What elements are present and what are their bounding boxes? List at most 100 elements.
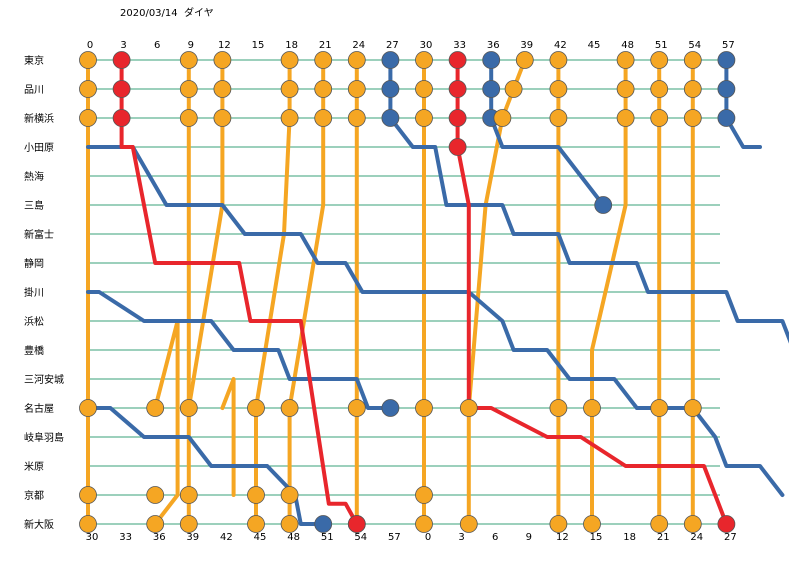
stop-marker-orange	[280, 109, 299, 127]
stop-marker-blue	[381, 51, 400, 69]
top-tick-label: 18	[285, 40, 298, 51]
top-tick-label: 42	[554, 40, 567, 51]
bottom-tick-label: 42	[220, 532, 233, 543]
stop-marker-red	[112, 109, 131, 127]
top-tick-label: 48	[621, 40, 634, 51]
top-tick-label: 12	[218, 40, 231, 51]
top-tick-label: 24	[352, 40, 365, 51]
stop-marker-orange	[247, 399, 265, 417]
stop-marker-orange	[79, 399, 97, 417]
stop-marker-orange	[314, 80, 333, 98]
bottom-tick-label: 30	[86, 532, 99, 543]
station-label: 岐阜羽島	[24, 431, 64, 444]
stop-marker-orange	[549, 51, 568, 69]
stop-marker-orange	[179, 486, 198, 504]
stop-marker-orange	[683, 399, 702, 417]
bottom-tick-label: 51	[321, 532, 334, 543]
stop-marker-orange	[347, 109, 366, 127]
stop-marker-orange	[213, 109, 232, 127]
stop-marker-orange	[683, 515, 702, 533]
header-label: ダイヤ	[184, 6, 214, 19]
station-label: 名古屋	[24, 402, 54, 415]
top-tick-label: 36	[487, 40, 500, 51]
stop-marker-blue	[314, 515, 333, 533]
train-line-orange-20	[153, 319, 180, 526]
bottom-tick-label: 18	[623, 532, 636, 543]
stop-marker-orange	[79, 515, 97, 533]
stop-marker-orange	[683, 109, 702, 127]
stop-marker-red	[448, 80, 467, 98]
stop-marker-orange	[179, 515, 198, 533]
stop-marker-orange	[179, 109, 198, 127]
stop-marker-blue	[717, 109, 736, 127]
station-label: 新横浜	[24, 112, 54, 125]
stop-marker-orange	[415, 51, 433, 69]
stop-marker-orange	[515, 51, 534, 69]
stop-marker-orange	[616, 80, 635, 98]
stop-marker-orange	[280, 399, 299, 417]
train-line-orange-21	[220, 377, 236, 497]
station-label: 品川	[24, 84, 44, 96]
stop-marker-orange	[504, 80, 523, 98]
stop-marker-orange	[650, 51, 669, 69]
top-tick-label: 6	[154, 40, 160, 51]
station-label: 小田原	[24, 142, 54, 154]
bottom-tick-label: 27	[724, 532, 737, 543]
top-time-ticks: 0 3 6 9 12 15 18 21 24 27 30 33 36 39 42 45 48 51 54 57	[87, 40, 735, 51]
top-tick-label: 27	[386, 40, 399, 51]
top-tick-label: 9	[188, 40, 194, 51]
stop-marker-blue	[717, 80, 736, 98]
top-tick-label: 30	[420, 40, 433, 51]
stop-marker-blue	[482, 80, 501, 98]
stop-marker-orange	[146, 399, 165, 417]
stop-marker-orange	[616, 51, 635, 69]
stop-marker-orange	[280, 51, 299, 69]
top-tick-label: 51	[655, 40, 668, 51]
top-tick-label: 45	[588, 40, 601, 51]
train-line-blue-4	[724, 58, 762, 149]
stop-marker-orange	[247, 515, 265, 533]
bottom-tick-label: 15	[590, 532, 603, 543]
station-label: 浜松	[24, 315, 44, 328]
stop-marker-orange	[79, 80, 97, 98]
stop-marker-red	[448, 138, 467, 156]
top-tick-label: 39	[520, 40, 533, 51]
stop-marker-orange	[650, 399, 669, 417]
stop-marker-orange	[415, 515, 433, 533]
bottom-tick-label: 54	[354, 532, 367, 543]
stop-marker-blue	[717, 51, 736, 69]
train-line-blue-3	[489, 58, 606, 207]
stop-marker-red	[717, 515, 736, 533]
bottom-tick-label: 24	[690, 532, 703, 543]
bottom-tick-label: 3	[458, 532, 464, 543]
stop-marker-orange	[583, 399, 601, 417]
top-tick-label: 33	[453, 40, 466, 51]
stop-marker-orange	[459, 399, 478, 417]
stop-marker-blue	[381, 80, 400, 98]
stop-marker-orange	[549, 515, 568, 533]
station-label: 新富士	[24, 228, 54, 241]
stop-marker-red	[112, 80, 131, 98]
stop-marker-orange	[146, 515, 165, 533]
stop-marker-orange	[549, 80, 568, 98]
top-tick-label: 21	[319, 40, 332, 51]
stop-marker-orange	[415, 109, 433, 127]
stop-marker-orange	[347, 51, 366, 69]
stop-marker-orange	[213, 51, 232, 69]
station-label: 豊橋	[24, 344, 44, 357]
stop-marker-red	[448, 51, 467, 69]
stop-marker-orange	[213, 80, 232, 98]
stop-marker-orange	[79, 486, 97, 504]
header-date: 2020/03/14	[120, 8, 178, 19]
stop-marker-orange	[79, 51, 97, 69]
bottom-tick-label: 39	[186, 532, 199, 543]
stop-marker-red	[448, 109, 467, 127]
station-label: 熱海	[24, 170, 44, 183]
top-tick-label: 0	[87, 40, 93, 51]
stop-marker-orange	[650, 109, 669, 127]
train-line-blue-7	[86, 406, 326, 526]
station-label: 東京	[24, 54, 44, 67]
bottom-tick-label: 6	[492, 532, 498, 543]
top-tick-label: 57	[722, 40, 735, 51]
